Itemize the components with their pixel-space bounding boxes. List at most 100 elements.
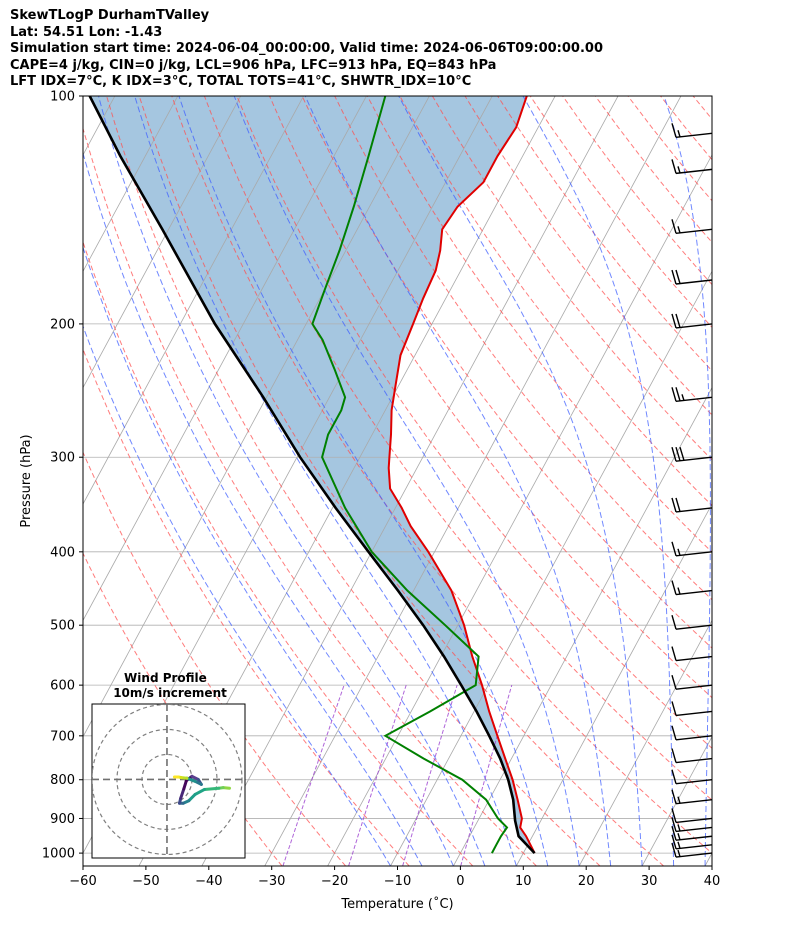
moist-adiabat	[398, 96, 643, 866]
mixing-ratio-line	[282, 684, 345, 866]
barb-half	[677, 796, 681, 804]
barb-staff	[675, 589, 712, 596]
barb-flag	[675, 497, 681, 512]
wind-barb	[671, 580, 712, 596]
isotherm-line	[83, 96, 241, 389]
barb-half	[677, 833, 681, 841]
barb-staff	[675, 852, 712, 858]
dry-adiabat	[83, 126, 537, 866]
dry-adiabat	[692, 96, 712, 120]
dry-adiabat	[431, 96, 712, 461]
isotherm-line	[390, 270, 712, 866]
wind-barb	[671, 646, 712, 662]
barb-staff	[675, 507, 712, 513]
hodograph-plot	[92, 704, 245, 858]
barb-flag	[679, 447, 685, 461]
y-tick-label: 1000	[42, 847, 75, 862]
wind-barb	[671, 219, 712, 235]
barb-half	[677, 841, 681, 849]
barb-flag	[675, 269, 681, 284]
x-tick-label: −40	[195, 874, 222, 889]
dry-adiabat	[138, 96, 664, 866]
dry-adiabat	[83, 347, 410, 866]
wind-barb	[671, 541, 712, 557]
mixing-ratio-line	[402, 684, 458, 866]
hodograph-inset	[91, 703, 246, 859]
barb-half	[677, 587, 681, 595]
hodograph-segment	[179, 787, 186, 800]
isotherm-line	[264, 96, 682, 866]
chart-header: SkewTLogP DurhamTValley Lat: 54.51 Lon: …	[10, 8, 603, 91]
x-tick-label: −20	[321, 874, 348, 889]
barb-half	[677, 226, 681, 234]
barb-flag	[671, 646, 677, 661]
barb-flag	[671, 497, 677, 513]
barb-flag	[671, 808, 677, 823]
barb-flag	[671, 541, 677, 557]
mixing-ratio-line	[460, 684, 513, 866]
wind-barb	[671, 725, 712, 741]
x-tick-label: 30	[641, 874, 658, 889]
y-tick-label: 300	[50, 451, 75, 466]
y-tick-label: 500	[50, 619, 75, 634]
dry-adiabat	[627, 96, 712, 202]
dry-adiabat	[366, 96, 712, 553]
y-tick-label: 600	[50, 679, 75, 694]
barb-staff	[675, 655, 712, 662]
wind-barb	[671, 674, 712, 690]
time-line: Simulation start time: 2024-06-04_00:00:…	[10, 41, 603, 56]
moist-adiabat	[178, 96, 549, 866]
dry-adiabat	[171, 96, 712, 854]
barb-staff	[675, 456, 712, 462]
dry-adiabat	[269, 96, 712, 699]
barb-flag	[671, 817, 677, 832]
barb-flag	[671, 834, 677, 849]
wind-barb	[671, 834, 712, 850]
moist-adiabat	[233, 96, 580, 866]
barb-flag	[671, 219, 677, 234]
wind-barb	[671, 123, 712, 138]
wind-barb	[671, 497, 712, 513]
barb-half	[677, 130, 681, 138]
dewpoint-line	[311, 96, 509, 854]
barb-staff	[675, 835, 712, 841]
moist-adiabat	[98, 96, 486, 866]
moist-adiabat	[304, 96, 612, 866]
barb-staff	[675, 710, 712, 717]
barb-flag	[671, 769, 677, 784]
barb-flag	[675, 313, 681, 328]
wind-barb	[671, 447, 712, 462]
temperature-line	[387, 96, 536, 854]
x-tick-label: −60	[69, 874, 96, 889]
wind-barb	[671, 808, 712, 824]
indices-line-2: LFT IDX=7°C, K IDX=3°C, TOTAL TOTS=41°C,…	[10, 74, 472, 89]
barb-staff	[675, 757, 712, 764]
barb-flag	[671, 313, 677, 329]
barb-half	[677, 849, 681, 857]
barb-flag	[671, 748, 677, 763]
isotherm-line	[453, 386, 712, 866]
isotherm-line	[201, 96, 619, 866]
moist-adiabat	[83, 151, 454, 866]
barb-staff	[675, 735, 712, 741]
parcel-line	[88, 96, 536, 854]
barb-half	[681, 394, 685, 401]
wind-barb	[671, 269, 712, 285]
barb-flag	[671, 123, 677, 138]
barb-flag	[675, 387, 681, 402]
wind-barb	[671, 826, 712, 841]
dry-adiabat	[399, 96, 712, 507]
hodograph-segment	[202, 786, 221, 791]
wind-barb	[671, 387, 712, 402]
wind-barb	[671, 789, 712, 805]
x-tick-label: 40	[704, 874, 721, 889]
dry-adiabat	[106, 96, 601, 866]
wind-barb	[671, 159, 712, 175]
barb-flag	[671, 789, 677, 804]
x-tick-label: 10	[515, 874, 532, 889]
y-tick-label: 200	[50, 317, 75, 332]
x-tick-label: −30	[258, 874, 285, 889]
isotherm-line	[578, 619, 712, 866]
barb-staff	[675, 323, 712, 329]
barb-staff	[675, 551, 712, 557]
